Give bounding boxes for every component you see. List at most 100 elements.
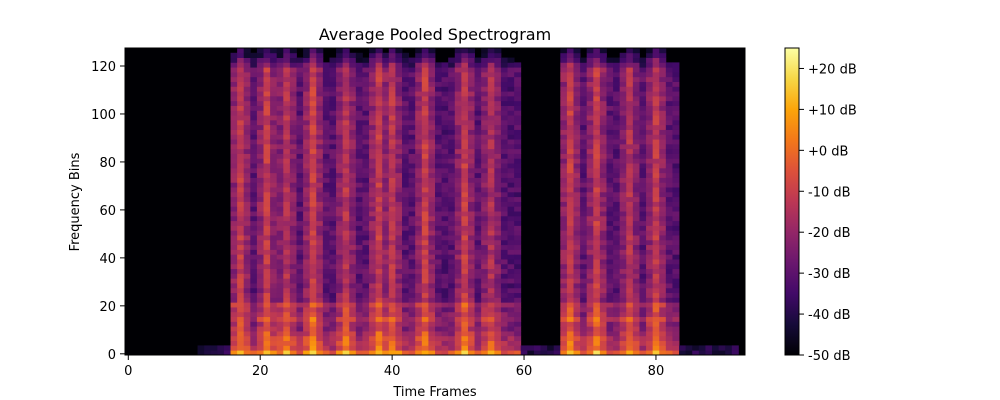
heatmap-cell — [309, 302, 317, 308]
heatmap-cell — [289, 81, 297, 87]
heatmap-cell — [626, 124, 634, 130]
heatmap-cell — [402, 105, 410, 111]
heatmap-cell — [580, 67, 588, 73]
heatmap-cell — [494, 110, 502, 116]
heatmap-cell — [573, 302, 581, 308]
heatmap-cell — [296, 177, 304, 183]
heatmap-cell — [303, 321, 311, 327]
heatmap-cell — [467, 110, 475, 116]
heatmap-cell — [362, 321, 370, 327]
heatmap-cell — [382, 124, 390, 130]
heatmap-cell — [349, 292, 357, 298]
heatmap-cell — [606, 273, 614, 279]
heatmap-cell — [586, 302, 594, 308]
heatmap-cell — [322, 206, 330, 212]
heatmap-cell — [395, 62, 403, 68]
heatmap-cell — [632, 211, 640, 217]
heatmap-cell — [665, 302, 673, 308]
heatmap-cell — [435, 76, 442, 82]
heatmap-cell — [507, 134, 515, 140]
heatmap-cell — [632, 100, 640, 106]
heatmap-cell — [659, 100, 667, 106]
heatmap-cell — [270, 105, 278, 111]
heatmap-cell — [448, 220, 456, 226]
heatmap-cell — [270, 350, 278, 356]
heatmap-cell — [428, 115, 436, 121]
heatmap-cell — [454, 62, 462, 68]
heatmap-cell — [672, 191, 680, 198]
heatmap-cell — [276, 350, 284, 356]
heatmap-cell — [599, 230, 607, 236]
heatmap-cell — [369, 316, 377, 322]
heatmap-cell — [560, 177, 568, 183]
heatmap-cell — [441, 71, 449, 78]
y-tick-label: 20 — [99, 300, 116, 315]
heatmap-cell — [329, 239, 337, 246]
heatmap-cell — [494, 191, 502, 198]
heatmap-cell — [408, 163, 416, 169]
heatmap-cell — [283, 292, 291, 298]
heatmap-cell — [665, 297, 673, 303]
heatmap-cell — [243, 182, 251, 188]
heatmap-cell — [665, 230, 673, 236]
heatmap-cell — [388, 239, 396, 246]
heatmap-cell — [619, 239, 627, 246]
heatmap-cell — [672, 249, 680, 255]
heatmap-cell — [289, 67, 297, 73]
heatmap-cell — [646, 239, 654, 246]
heatmap-cell — [421, 254, 429, 260]
heatmap-cell — [441, 215, 449, 222]
heatmap-cell — [659, 259, 667, 265]
heatmap-cell — [599, 143, 607, 150]
heatmap-cell — [632, 52, 640, 58]
heatmap-cell — [474, 105, 482, 111]
heatmap-cell — [289, 95, 297, 102]
heatmap-cell — [296, 225, 304, 231]
heatmap-cell — [382, 220, 390, 226]
heatmap-cell — [276, 307, 284, 313]
heatmap-cell — [256, 331, 264, 337]
heatmap-cell — [270, 239, 278, 246]
heatmap-cell — [441, 153, 449, 159]
heatmap-cell — [494, 335, 502, 342]
heatmap-cell — [382, 100, 390, 106]
heatmap-cell — [283, 81, 291, 87]
heatmap-cell — [349, 177, 357, 183]
heatmap-cell — [461, 340, 469, 346]
heatmap-cell — [665, 335, 673, 342]
heatmap-cell — [507, 326, 515, 332]
heatmap-cell — [514, 191, 522, 198]
heatmap-cell — [461, 182, 469, 188]
heatmap-cell — [619, 139, 627, 145]
heatmap-cell — [652, 350, 660, 356]
heatmap-cell — [408, 196, 416, 202]
heatmap-cell — [349, 57, 357, 63]
heatmap-cell — [349, 206, 357, 212]
heatmap-cell — [289, 287, 297, 294]
heatmap-cell — [270, 235, 278, 241]
heatmap-cell — [593, 335, 601, 342]
heatmap-cell — [270, 220, 278, 226]
heatmap-cell — [336, 172, 344, 178]
heatmap-cell — [613, 340, 621, 346]
heatmap-cell — [454, 273, 462, 279]
heatmap-cell — [441, 302, 449, 308]
heatmap-cell — [481, 249, 489, 255]
heatmap-cell — [428, 206, 436, 212]
heatmap-cell — [632, 321, 640, 327]
heatmap-cell — [580, 311, 588, 318]
heatmap-cell — [421, 321, 429, 327]
heatmap-cell — [441, 163, 449, 169]
heatmap-cell — [672, 287, 680, 294]
heatmap-cell — [632, 115, 640, 121]
heatmap-cell — [408, 172, 416, 178]
heatmap-cell — [415, 273, 423, 279]
heatmap-cell — [606, 220, 614, 226]
heatmap-cell — [296, 345, 304, 351]
heatmap-cell — [672, 129, 680, 135]
heatmap-cell — [448, 67, 456, 73]
heatmap-cell — [487, 230, 495, 236]
heatmap-cell — [250, 139, 258, 145]
heatmap-cell — [309, 71, 317, 78]
heatmap-cell — [375, 297, 383, 303]
